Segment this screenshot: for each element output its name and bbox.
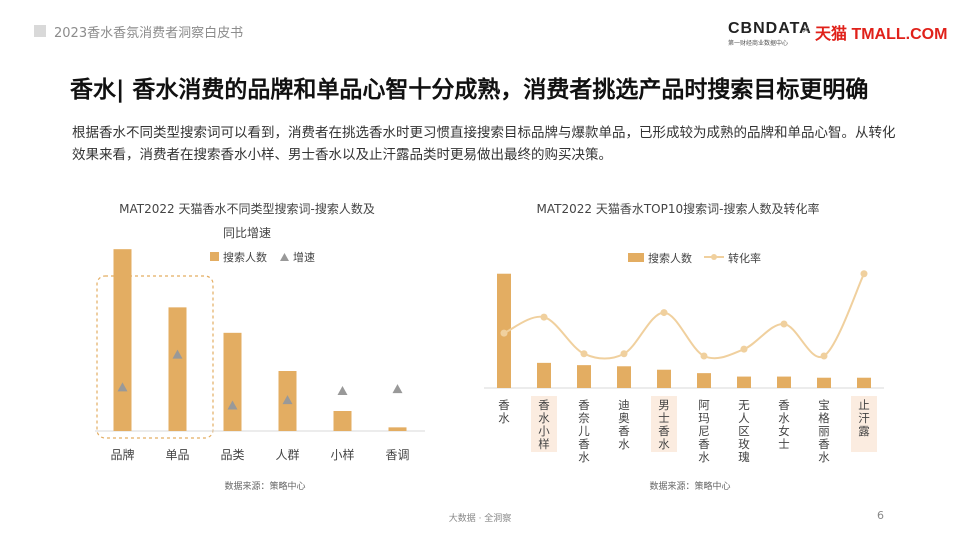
x-tick-香水女士: 香水女士 <box>778 398 790 451</box>
bar-小样 <box>333 411 352 431</box>
bar-宝格丽香水 <box>817 377 831 388</box>
bar-香水小样 <box>537 362 551 388</box>
chart-title-line2: 同比增速 <box>223 226 271 240</box>
bar-香水女士 <box>777 376 791 388</box>
x-tick-香水小样: 香水小样 <box>538 398 550 451</box>
bar-止汗露 <box>857 377 871 388</box>
bar-香奈儿香水 <box>577 365 591 388</box>
conversion-point-香奈儿香水 <box>580 350 588 358</box>
bar-品牌 <box>113 249 132 431</box>
intro-paragraph: 根据香水不同类型搜索词可以看到，消费者在挑选香水时更习惯直接搜索目标品牌与爆款单… <box>72 125 896 163</box>
legend-label-search: 搜索人数 <box>223 250 267 264</box>
header-square-icon <box>34 25 46 37</box>
x-tick-阿玛尼香水: 阿玛尼香水 <box>698 398 710 464</box>
cbndata-logo: CBNDATA <box>728 20 812 37</box>
conversion-point-香水女士 <box>780 320 788 328</box>
growth-marker-香调 <box>392 384 403 394</box>
page-number: 6 <box>877 509 884 522</box>
x-tick-香调: 香调 <box>385 448 409 462</box>
bar-品类 <box>223 332 242 431</box>
bar-无人区玫瑰 <box>737 376 751 388</box>
x-tick-迪奥香水: 迪奥香水 <box>618 398 630 451</box>
logo-separator: × <box>802 22 810 37</box>
conversion-line <box>503 273 865 360</box>
growth-marker-人群 <box>282 395 293 405</box>
chart-title: MAT2022 天猫香水TOP10搜索词-搜索人数及转化率 <box>537 201 820 216</box>
bar-迪奥香水 <box>617 366 631 388</box>
x-tick-香水: 香水 <box>498 398 510 425</box>
conversion-point-宝格丽香水 <box>820 352 828 360</box>
growth-marker-品类 <box>227 400 238 410</box>
x-tick-宝格丽香水: 宝格丽香水 <box>818 398 830 464</box>
conversion-point-阿玛尼香水 <box>700 352 708 360</box>
footer-slogan: 大数据 · 全洞察 <box>448 514 512 524</box>
x-tick-男士香水: 男士香水 <box>658 398 670 451</box>
legend-label-conversion: 转化率 <box>728 251 761 265</box>
bar-男士香水 <box>657 369 671 388</box>
page-headline: 香水| 香水消费的品牌和单品心智十分成熟，消费者挑选产品时搜索目标更明确 <box>70 77 869 103</box>
x-tick-小样: 小样 <box>330 447 354 462</box>
growth-marker-品牌 <box>117 382 128 392</box>
legend-line-dot <box>711 254 717 260</box>
legend-label-search: 搜索人数 <box>648 251 692 265</box>
x-tick-单品: 单品 <box>165 448 189 462</box>
bar-阿玛尼香水 <box>697 373 711 388</box>
conversion-point-无人区玫瑰 <box>740 345 748 353</box>
conversion-point-香水小样 <box>540 313 548 321</box>
chart-title-line1: MAT2022 天猫香水不同类型搜索词-搜索人数及 <box>119 201 375 216</box>
conversion-point-止汗露 <box>860 270 868 278</box>
label-highlight-止汗露 <box>851 396 877 452</box>
cbndata-logo-subtitle: 第一财经商业数据中心 <box>728 40 789 47</box>
report-title: 2023香水香氛消费者洞察白皮书 <box>54 26 244 41</box>
conversion-point-迪奥香水 <box>620 350 628 358</box>
legend-label-growth: 增速 <box>293 250 315 264</box>
x-tick-止汗露: 止汗露 <box>858 398 870 438</box>
growth-marker-小样 <box>337 386 348 395</box>
highlight-box <box>96 275 214 439</box>
bar-单品 <box>168 307 187 431</box>
legend-triangle-swatch <box>280 253 289 261</box>
x-tick-人群: 人群 <box>275 448 299 462</box>
conversion-point-香水 <box>500 329 508 337</box>
x-tick-无人区玫瑰: 无人区玫瑰 <box>738 398 750 464</box>
chart2-source: 数据来源：策略中心 <box>649 480 730 492</box>
x-tick-品牌: 品牌 <box>110 448 134 462</box>
x-tick-品类: 品类 <box>220 448 244 462</box>
chart1-source: 数据来源：策略中心 <box>224 480 305 492</box>
tmall-logo: 天猫 TMALL.COM <box>815 26 948 43</box>
conversion-point-男士香水 <box>660 309 668 317</box>
growth-marker-单品 <box>172 349 183 359</box>
label-highlight-男士香水 <box>651 396 677 452</box>
label-highlight-香水小样 <box>531 396 557 452</box>
x-tick-香奈儿香水: 香奈儿香水 <box>578 398 590 464</box>
legend-bar-swatch <box>628 253 644 262</box>
bar-香调 <box>388 427 407 431</box>
legend-bar-swatch <box>210 252 219 261</box>
